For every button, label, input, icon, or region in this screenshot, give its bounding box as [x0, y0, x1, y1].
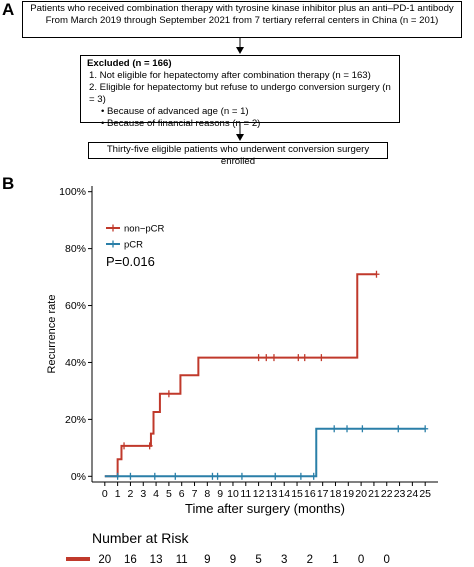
x-tick-label: 6 [179, 488, 185, 500]
x-tick-label: 17 [317, 488, 329, 500]
risk-count: 13 [150, 554, 163, 566]
y-tick-label: 0% [71, 471, 86, 483]
flowchart-top-box: Patients who received combination therap… [22, 1, 462, 38]
legend-label: pCR [124, 240, 143, 251]
y-tick-label: 40% [65, 357, 86, 369]
risk-count: 9 [204, 554, 210, 566]
x-tick-label: 13 [266, 488, 278, 500]
flowchart-top-line-1: Patients who received combination therap… [30, 3, 454, 14]
x-tick-label: 3 [140, 488, 146, 500]
x-axis-label: Time after surgery (months) [185, 501, 345, 516]
flowchart-top-line-2: From March 2019 through September 2021 f… [45, 15, 439, 26]
y-tick-label: 80% [65, 243, 86, 255]
x-tick-label: 21 [368, 488, 380, 500]
risk-count: 20 [98, 554, 111, 566]
y-tick-label: 100% [59, 186, 86, 198]
legend-label: non−pCR [124, 224, 165, 235]
plot-area: 0%20%40%60%80%100%0 1 2 3 4 5 6 7 8 9 10 11 12 13 14 15… [46, 186, 438, 566]
x-tick-label: 11 [240, 488, 251, 500]
x-tick-label: 22 [381, 488, 393, 500]
x-tick-label: 20 [355, 488, 367, 500]
x-tick-label: 14 [278, 488, 290, 500]
x-tick-label: 12 [253, 488, 265, 500]
risk-count: 16 [124, 554, 137, 566]
excluded-item-1: 1. Not eligible for hepatectomy after co… [89, 70, 371, 81]
curve-pcr [104, 427, 426, 478]
risk-count: 9 [230, 554, 236, 566]
x-tick-label: 4 [153, 488, 159, 500]
risk-count: 5 [255, 554, 261, 566]
excluded-item-2: 2. Eligible for hepatectomy but refuse t… [89, 82, 391, 105]
p-value: P=0.016 [106, 254, 155, 269]
x-tick-label: 9 [217, 488, 223, 500]
x-tick-label: 2 [128, 488, 134, 500]
x-tick-label: 25 [419, 488, 431, 500]
curve-non-pcr [104, 273, 377, 478]
risk-count: 0 [384, 554, 390, 566]
x-tick-label: 24 [407, 488, 419, 500]
y-tick-label: 60% [65, 300, 86, 312]
excluded-sub-1: • Because of advanced age (n = 1) [101, 106, 249, 117]
flowchart-bottom-box: Thirty-five eligible patients who underw… [88, 142, 388, 167]
risk-count: 3 [281, 554, 287, 566]
recurrence-chart: 0%20%40%60%80%100%0 1 2 3 4 5 6 7 8 9 10 11 12 13 14 15… [46, 186, 438, 566]
panel-a-label: A [2, 0, 15, 19]
panel-b-label: B [2, 174, 15, 193]
x-tick-label: 10 [227, 488, 239, 500]
excluded-sub-2: • Because of financial reasons (n = 2) [101, 118, 261, 129]
y-tick-label: 20% [65, 414, 86, 426]
risk-table-title: Number at Risk [92, 530, 189, 546]
risk-count: 11 [176, 554, 188, 566]
flowchart-arrows [236, 38, 244, 141]
risk-count: 1 [332, 554, 338, 566]
x-tick-label: 0 [102, 488, 108, 500]
flowchart-bottom-text: Thirty-five eligible patients who underw… [106, 144, 370, 167]
x-tick-label: 1 [115, 488, 121, 500]
x-tick-label: 16 [304, 488, 316, 500]
x-tick-label: 8 [204, 488, 210, 500]
x-tick-label: 18 [330, 488, 342, 500]
flowchart-excluded-box: Excluded (n = 166) 1. Not eligible for h… [80, 55, 400, 129]
excluded-header: Excluded (n = 166) [87, 58, 172, 69]
x-tick-label: 5 [166, 488, 172, 500]
x-tick-label: 19 [342, 488, 354, 500]
risk-count: 2 [307, 554, 313, 566]
x-tick-label: 7 [192, 488, 198, 500]
risk-count: 0 [358, 554, 364, 566]
x-tick-label: 23 [394, 488, 406, 500]
y-axis-label: Recurrence rate [46, 295, 58, 374]
x-tick-label: 15 [291, 488, 303, 500]
